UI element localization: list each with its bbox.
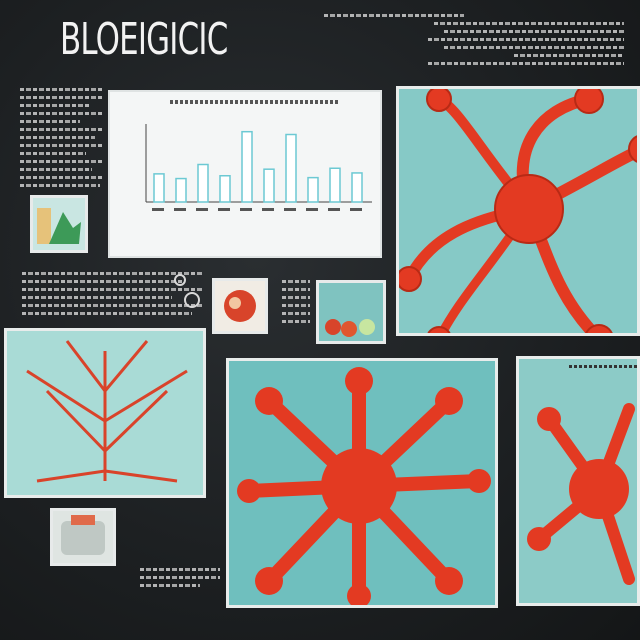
image-panel-center[interactable] [226,358,498,608]
bar [219,175,231,203]
vegetables-illustration [325,319,375,337]
red-cell-illustration [237,367,491,605]
thumbnail-specimen[interactable] [30,195,88,253]
left-text-block [20,88,102,192]
bar [153,173,165,203]
panel-caption [569,365,637,368]
thumbnail-lab[interactable] [50,508,116,566]
x-tick-label [196,208,208,211]
food-illustration [224,290,256,322]
chart-title-scribble [170,100,340,104]
bar [175,177,187,203]
x-tick-label [306,208,318,211]
x-tick-label [174,208,186,211]
lab-illustration [61,515,105,555]
page-title: BLOEIGICIC [60,14,228,65]
bar [351,172,363,203]
image-panel-right[interactable] [516,356,640,606]
middle-text-block [22,272,202,320]
x-tick-label [262,208,274,211]
vascular-tree-illustration [26,340,188,483]
bar [307,176,319,203]
info-icon[interactable] [174,274,186,286]
thumbnail-food[interactable] [212,278,268,334]
bar [285,133,297,203]
bar [263,168,275,203]
x-tick-label [218,208,230,211]
red-organism-illustration [399,89,637,333]
specimen-illustration [37,208,81,244]
bottom-text-block [140,568,220,592]
bar [329,167,341,203]
header-text-block [324,14,624,70]
image-panel-main[interactable] [396,86,640,336]
x-tick-label [240,208,252,211]
x-tick-label [152,208,164,211]
red-organism-detail [527,403,635,585]
x-tick-label [350,208,362,211]
thumb-caption-text [282,280,310,328]
image-panel-vascular[interactable] [4,328,206,498]
bar [241,130,253,203]
chart-plot [145,124,372,211]
thumbnail-vegetables[interactable] [316,280,386,344]
link-icon[interactable] [184,292,200,308]
bar [197,163,209,203]
bar-chart [108,90,382,258]
x-tick-label [328,208,340,211]
x-tick-label [284,208,296,211]
